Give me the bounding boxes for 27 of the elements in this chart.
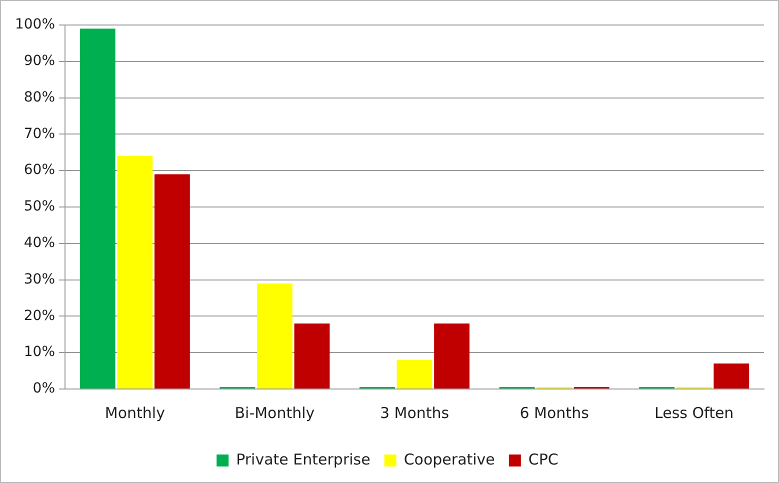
bar (117, 156, 153, 388)
legend-label: CPC (528, 450, 558, 468)
y-tick-label: 80% (24, 89, 56, 106)
bar (396, 360, 432, 388)
bar (294, 323, 330, 388)
x-tick-label: Less Often (654, 404, 734, 422)
y-tick-label: 90% (24, 53, 56, 70)
legend-label: Private Enterprise (236, 450, 370, 468)
legend-label: Cooperative (404, 450, 495, 468)
bar (434, 323, 470, 388)
y-tick-label: 30% (24, 271, 56, 288)
y-tick-label: 40% (24, 235, 56, 252)
y-tick-label: 50% (24, 198, 56, 215)
y-tick-label: 60% (24, 162, 56, 178)
x-tick-label: Bi-Monthly (234, 404, 315, 422)
bar (257, 283, 292, 388)
y-tick-label: 10% (24, 344, 56, 360)
bar (154, 174, 190, 388)
bar (714, 364, 750, 388)
x-tick-label: Monthly (104, 404, 166, 422)
y-tick-label: 70% (24, 126, 56, 142)
x-tick-label: 3 Months (380, 404, 450, 422)
y-tick-label: 100% (14, 16, 56, 33)
y-tick-label: 0% (32, 380, 56, 397)
x-tick-label: 6 Months (520, 404, 590, 422)
y-tick-label: 20% (24, 308, 56, 324)
bar (80, 28, 116, 388)
